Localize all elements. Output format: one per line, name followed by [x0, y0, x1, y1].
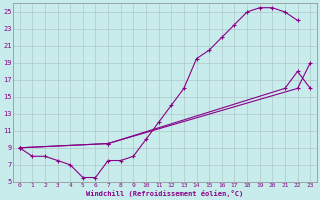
- X-axis label: Windchill (Refroidissement éolien,°C): Windchill (Refroidissement éolien,°C): [86, 190, 244, 197]
